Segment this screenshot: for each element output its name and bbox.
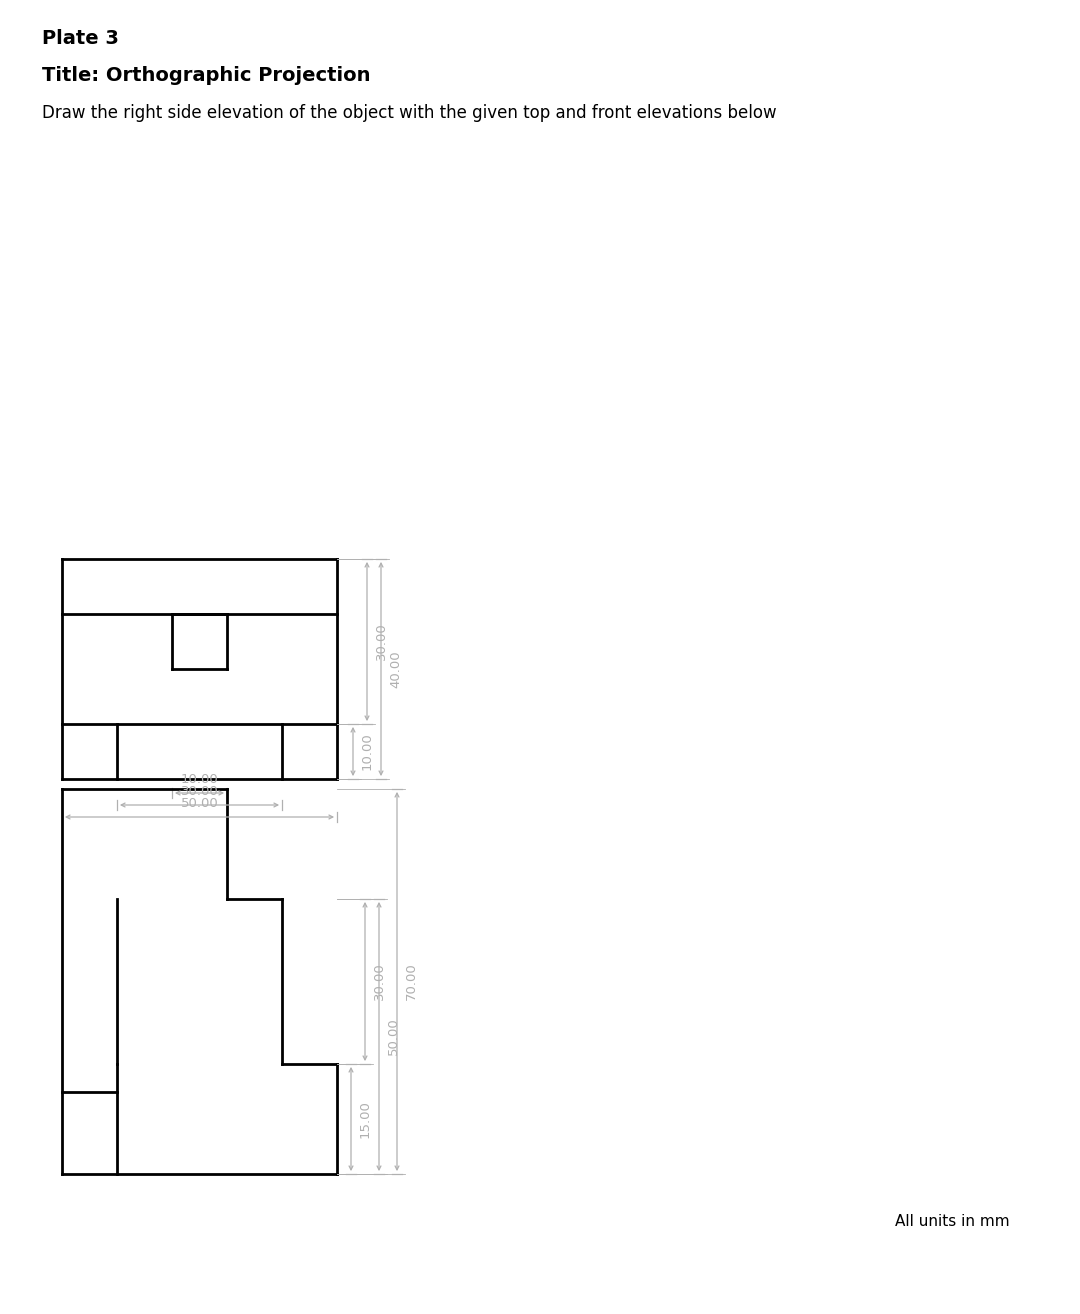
Text: 70.00: 70.00 (405, 963, 418, 1000)
Text: 50.00: 50.00 (387, 1017, 400, 1055)
Text: 10.00: 10.00 (180, 773, 218, 786)
Text: 30.00: 30.00 (180, 784, 218, 798)
Text: 30.00: 30.00 (375, 623, 388, 661)
Text: Draw the right side elevation of the object with the given top and front elevati: Draw the right side elevation of the obj… (42, 104, 777, 122)
Text: Plate 3: Plate 3 (42, 29, 119, 49)
Text: All units in mm: All units in mm (895, 1214, 1010, 1229)
Text: Title: Orthographic Projection: Title: Orthographic Projection (42, 66, 370, 85)
Text: 15.00: 15.00 (359, 1100, 372, 1138)
Text: 30.00: 30.00 (373, 963, 386, 1000)
Text: 40.00: 40.00 (389, 650, 402, 687)
Text: 10.00: 10.00 (361, 733, 374, 770)
Text: 50.00: 50.00 (180, 798, 218, 809)
